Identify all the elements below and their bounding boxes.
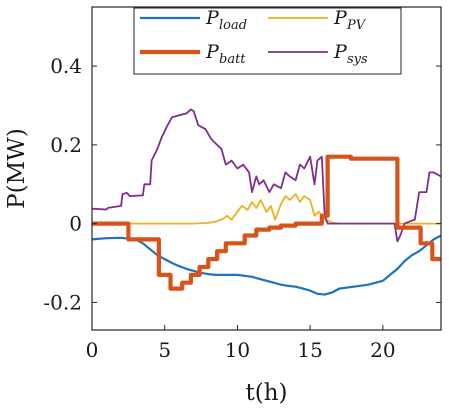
- legend-label: P: [205, 41, 220, 63]
- ticks-layer: 0 5 10 15 20-0.200.20.4: [43, 7, 441, 362]
- x-axis-title: t(h): [245, 380, 287, 406]
- series-line-p-sys: [91, 108, 442, 243]
- y-axis-title: P(MW): [4, 128, 30, 209]
- x-tick-label: 0: [86, 338, 99, 362]
- x-tick-label: 10: [225, 338, 250, 362]
- series-line-p-load: [91, 234, 442, 296]
- legend-label-subscript: sys: [347, 52, 368, 67]
- series-layer: [91, 108, 442, 296]
- y-tick-label: 0.2: [50, 133, 82, 157]
- x-tick-label: 15: [297, 338, 322, 362]
- legend-label-subscript: load: [219, 18, 247, 33]
- y-tick-label: -0.2: [43, 290, 82, 314]
- legend-label: P: [333, 7, 348, 29]
- y-tick-label: 0.4: [50, 54, 82, 78]
- legend-label-subscript: batt: [219, 52, 246, 67]
- plot-frame: [91, 6, 442, 331]
- series-line-p-pv: [92, 193, 441, 225]
- legend-label-subscript: PV: [346, 18, 367, 33]
- legend-label: P: [205, 7, 220, 29]
- y-tick-label: 0: [69, 212, 82, 236]
- x-tick-label: 20: [370, 338, 395, 362]
- legend-entry-p-pv: P PV: [268, 7, 367, 33]
- x-tick-label: 5: [158, 338, 171, 362]
- legend-label: P: [333, 41, 348, 63]
- series-line-p-batt: [92, 154, 441, 291]
